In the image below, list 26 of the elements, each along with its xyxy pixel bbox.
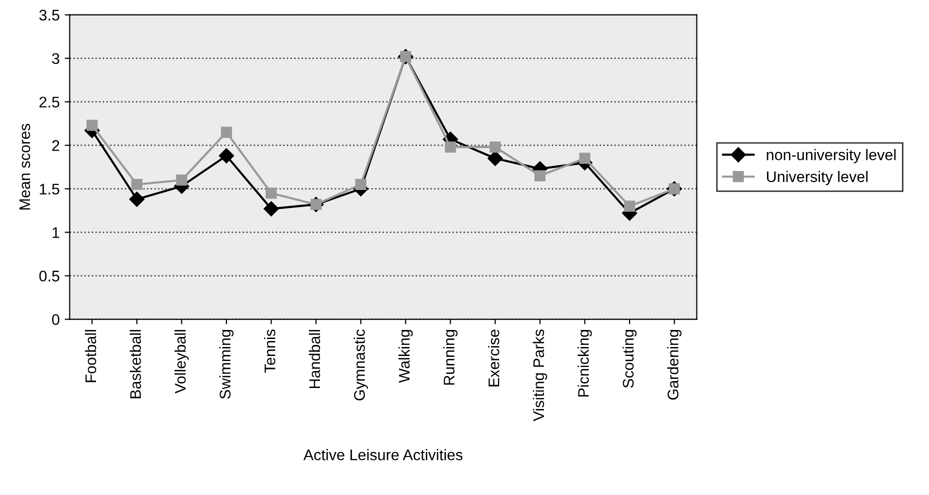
legend-label: non-university level: [766, 149, 896, 164]
x-tick-label: Basketball: [130, 330, 141, 398]
y-tick-label: 3: [52, 53, 60, 64]
y-tick-label: 3.5: [39, 10, 60, 21]
x-tick-label: Gardening: [667, 330, 682, 400]
x-tick-label: Visiting Parks: [532, 330, 548, 422]
x-tick-label: Scouting: [622, 330, 637, 388]
x-tick-label: Running: [443, 330, 458, 385]
x-axis-title: Active Leisure Activities: [303, 449, 462, 460]
y-tick-label: 1.5: [40, 184, 60, 194]
x-tick-label: Exercise: [488, 330, 500, 386]
y-tick-label: 1: [52, 227, 60, 238]
x-tick-label: Swimming: [219, 330, 234, 399]
x-tick-label: Volleyball: [174, 330, 189, 394]
x-tick-label: Gymnastic: [354, 329, 368, 400]
y-tick-label: 2: [52, 140, 60, 151]
y-axis-title: Mean scores: [19, 124, 30, 210]
y-tick-label: 2.5: [39, 96, 60, 108]
x-tick-label: Picnicking: [578, 330, 592, 397]
x-tick-label: Handball: [308, 330, 320, 388]
x-tick-label: Football: [84, 330, 96, 382]
y-tick-label: 0.5: [39, 270, 60, 282]
legend-label: University level: [767, 170, 868, 186]
x-tick-label: Tennis: [264, 330, 276, 373]
x-tick-label: Walking: [398, 330, 413, 383]
y-tick-label: 0: [52, 314, 60, 325]
